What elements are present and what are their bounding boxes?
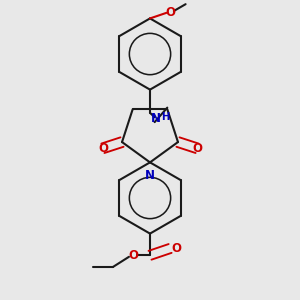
Text: O: O	[192, 142, 202, 155]
Text: O: O	[128, 249, 138, 262]
Text: O: O	[98, 142, 108, 155]
Text: O: O	[165, 6, 175, 19]
Text: N: N	[145, 169, 155, 182]
Text: O: O	[172, 242, 182, 255]
Text: H: H	[161, 112, 169, 122]
Text: N: N	[151, 112, 161, 125]
